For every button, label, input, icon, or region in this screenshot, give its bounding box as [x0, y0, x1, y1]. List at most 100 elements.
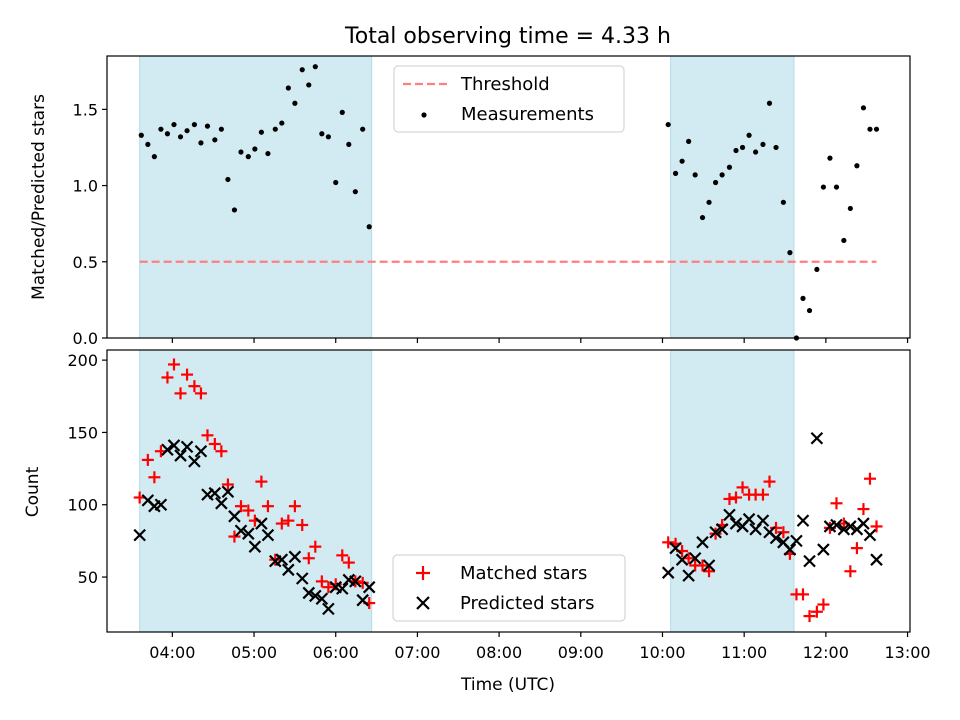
matched-star-marker: [242, 504, 255, 517]
measurement-point: [800, 295, 806, 301]
matched-star-marker: [336, 549, 349, 562]
matched-star-marker: [215, 445, 228, 458]
measurement-point: [252, 146, 258, 152]
measurement-point: [746, 132, 752, 138]
measurement-point: [841, 237, 847, 244]
legend-matched-swatch: [416, 566, 430, 580]
predicted-star-marker: [688, 551, 702, 565]
predicted-star-marker: [742, 512, 756, 526]
predicted-star-marker: [248, 540, 262, 553]
top-y-tick-label-2: 1.0: [73, 177, 98, 196]
matched-star-marker: [181, 368, 194, 381]
bottom-legend: Matched stars Predicted stars: [392, 554, 626, 622]
measurement-point: [333, 179, 339, 186]
predicted-star-marker: [261, 528, 275, 542]
measurement-point: [665, 121, 671, 128]
predicted-star-marker: [803, 554, 816, 568]
predicted-star-marker: [817, 543, 830, 556]
measurement-point: [184, 128, 190, 134]
top-legend-box: [393, 65, 625, 133]
predicted-star-marker: [810, 431, 824, 445]
matched-star-marker: [275, 517, 288, 530]
measurement-point: [158, 126, 164, 132]
measurement-point: [692, 172, 698, 178]
bottom-y-tick-label-0: 50: [78, 568, 98, 587]
predicted-star-marker: [309, 589, 322, 603]
measurement-point: [686, 138, 692, 144]
measurement-point: [138, 132, 144, 138]
measurement-point: [719, 172, 725, 178]
bottom-x-axis-label: Time (UTC): [460, 675, 555, 695]
measurement-point: [164, 131, 171, 137]
matched-star-marker: [228, 530, 241, 543]
top-y-tick-label-3: 1.5: [73, 100, 98, 119]
measurement-point: [238, 149, 244, 155]
matched-star-marker: [342, 556, 355, 569]
predicted-star-marker: [180, 440, 194, 454]
matched-star-marker: [810, 605, 823, 618]
matched-star-marker: [723, 492, 736, 505]
predicted-star-marker: [783, 543, 797, 556]
matched-star-marker: [148, 471, 161, 484]
matched-star-marker: [141, 453, 154, 466]
measurement-point: [753, 149, 759, 155]
matched-star-marker: [174, 387, 187, 400]
measurement-point: [245, 154, 251, 160]
measurement-point: [212, 137, 218, 143]
matched-star-marker: [796, 588, 809, 601]
matched-star-marker: [770, 521, 783, 534]
measurement-point: [325, 134, 331, 140]
matched-star-marker: [161, 371, 174, 384]
matched-star-marker: [803, 610, 816, 623]
measurement-point: [854, 163, 860, 169]
predicted-star-marker: [215, 497, 228, 510]
bottom-x-tick-label-6: 10:00: [639, 643, 685, 662]
matched-star-marker: [736, 481, 749, 494]
matched-star-marker: [870, 520, 883, 533]
matched-star-marker: [315, 575, 328, 588]
predicted-star-marker: [282, 563, 295, 577]
predicted-star-marker: [255, 517, 268, 530]
measurement-point: [712, 179, 719, 186]
measurement-point: [814, 266, 820, 273]
matched-star-marker: [763, 475, 776, 488]
bottom-x-tick-label-1: 05:00: [231, 643, 277, 662]
predicted-star-marker: [288, 550, 302, 564]
predicted-star-marker: [790, 534, 803, 548]
legend-measurements-swatch: [421, 112, 427, 118]
measurement-point: [299, 67, 305, 73]
measurement-point: [706, 199, 712, 205]
measurement-point: [292, 100, 298, 106]
predicted-star-marker: [769, 531, 783, 545]
measurement-point: [366, 224, 372, 230]
measurement-point: [820, 184, 827, 190]
predicted-star-marker: [234, 524, 248, 538]
measurement-point: [672, 170, 679, 176]
legend-measurements-label: Measurements: [461, 104, 594, 125]
predicted-star-marker: [295, 572, 309, 585]
predicted-star-marker: [275, 553, 289, 566]
legend-predicted-label: Predicted stars: [460, 593, 594, 614]
measurement-point: [145, 141, 151, 148]
measurement-point: [225, 176, 231, 183]
predicted-star-marker: [870, 553, 883, 566]
predicted-star-marker: [315, 592, 329, 606]
bottom-x-axis: 04:00 05:00 06:00 07:00 08:00 09:00 10:00 11:00…: [149, 632, 931, 662]
matched-star-marker: [777, 526, 790, 539]
measurement-point: [319, 131, 325, 137]
measurement-point: [760, 141, 766, 148]
predicted-star-marker: [161, 443, 174, 457]
predicted-star-marker: [830, 518, 843, 532]
predicted-star-marker: [682, 569, 695, 582]
predicted-star-marker: [167, 439, 181, 452]
predicted-star-marker: [362, 580, 376, 594]
matched-star-marker: [850, 542, 863, 555]
top-y-tick-label-1: 0.5: [73, 253, 98, 272]
bottom-shaded-span-2: [670, 349, 795, 633]
measurement-point: [312, 64, 318, 70]
measurement-point: [272, 126, 278, 132]
measurement-point: [766, 100, 773, 106]
measurement-point: [191, 121, 198, 128]
matched-star-marker: [356, 576, 369, 589]
